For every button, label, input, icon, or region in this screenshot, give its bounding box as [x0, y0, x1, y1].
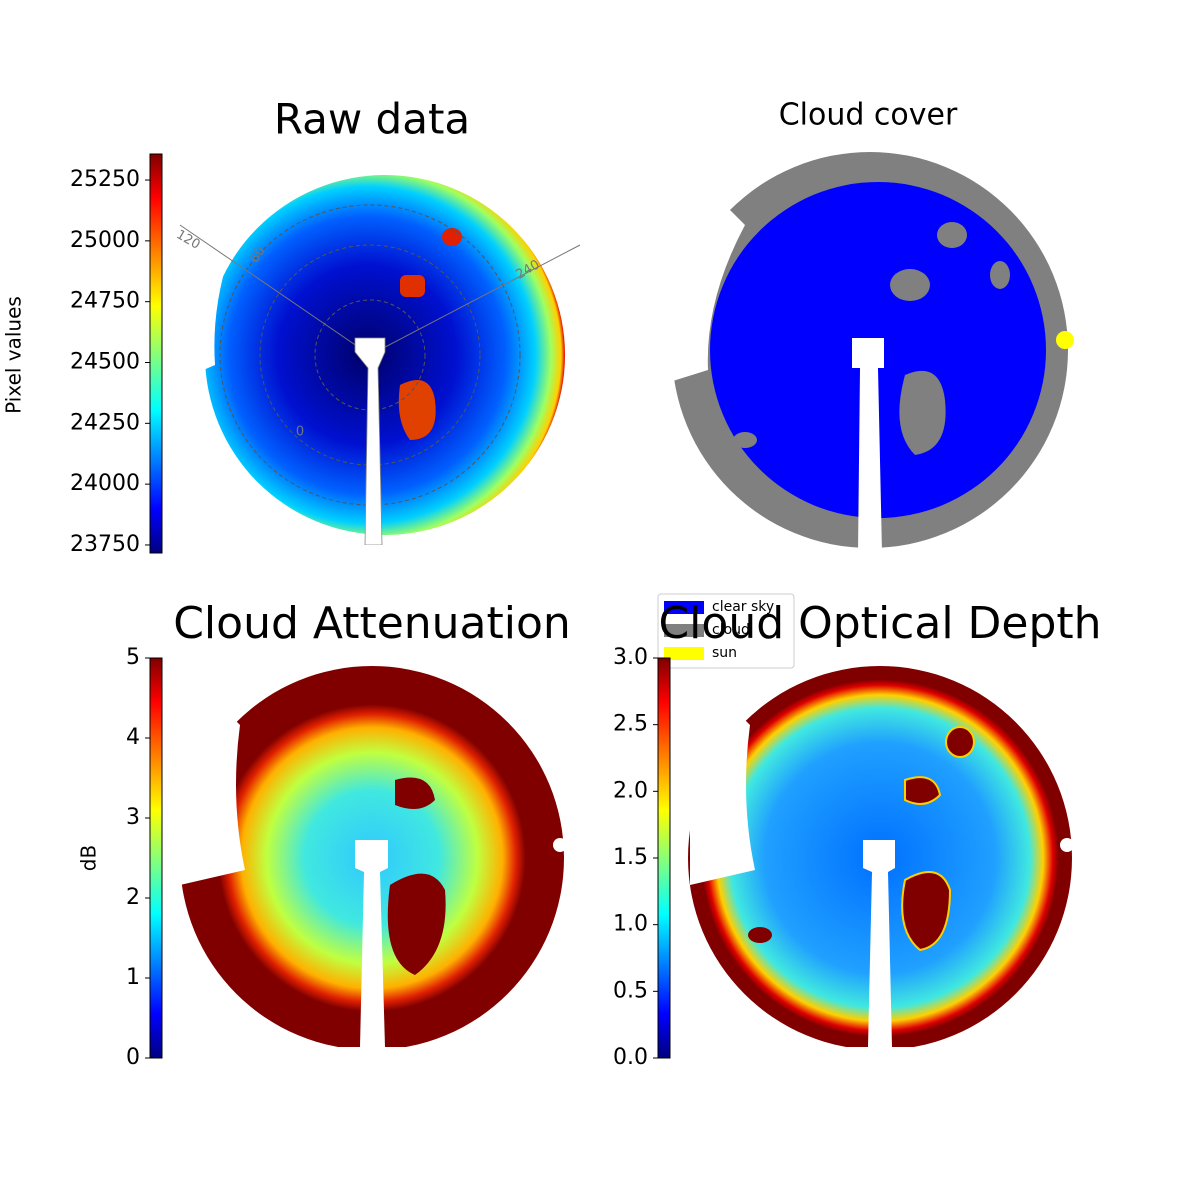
- legend-swatch: [664, 624, 704, 637]
- legend-label: sun: [712, 645, 737, 661]
- colorbar-tick-label: 2: [126, 885, 140, 910]
- colorbar: [149, 153, 163, 554]
- colorbar-tick-label: 1.0: [613, 912, 648, 937]
- colorbar-tick-label: 5: [126, 645, 140, 670]
- legend-label: cloud: [712, 622, 750, 638]
- colorbar-tick-label: 2.0: [613, 778, 648, 803]
- panel-title: Raw data: [274, 95, 470, 144]
- legend-label: clear sky: [712, 599, 774, 615]
- colorbar-tick-label: 24250: [70, 410, 140, 435]
- polar-annotation: 60: [247, 244, 268, 266]
- colorbar-tick-label: 0.0: [613, 1045, 648, 1070]
- colorbar-label: Pixel values: [2, 296, 26, 414]
- colorbar-label: dB: [77, 845, 101, 871]
- colorbar-tick-label: 25000: [70, 228, 140, 253]
- panel-title: Cloud Attenuation: [173, 598, 571, 649]
- panel-title: Cloud cover: [779, 98, 958, 133]
- colorbar-tick-label: 24500: [70, 350, 140, 375]
- colorbar-tick-label: 24750: [70, 289, 140, 314]
- colorbar-tick-label: 0: [126, 1045, 140, 1070]
- colorbar-tick-label: 25250: [70, 167, 140, 192]
- colorbar: [149, 657, 163, 1059]
- raw-image: [179, 170, 581, 545]
- polar-annotation: 0: [296, 425, 304, 440]
- cloud-cover-image: [660, 152, 1074, 553]
- attenuation-image: [180, 666, 567, 1047]
- colorbar-tick-label: 4: [126, 725, 140, 750]
- colorbar-tick-label: 23750: [70, 532, 140, 557]
- legend-swatch: [664, 601, 704, 614]
- legend-swatch: [664, 647, 704, 660]
- panel-title: Cloud Optical Depth: [658, 598, 1101, 649]
- colorbar-tick-label: 1: [126, 965, 140, 990]
- colorbar: [657, 657, 671, 1059]
- optical-depth-image: [688, 666, 1074, 1047]
- colorbar-tick-label: 24000: [70, 471, 140, 496]
- colorbar-tick-label: 1.5: [613, 845, 648, 870]
- colorbar-tick-label: 0.5: [613, 978, 648, 1003]
- colorbar-tick-label: 3: [126, 805, 140, 830]
- colorbar-tick-label: 2.5: [613, 712, 648, 737]
- colorbar-tick-label: 3.0: [613, 645, 648, 670]
